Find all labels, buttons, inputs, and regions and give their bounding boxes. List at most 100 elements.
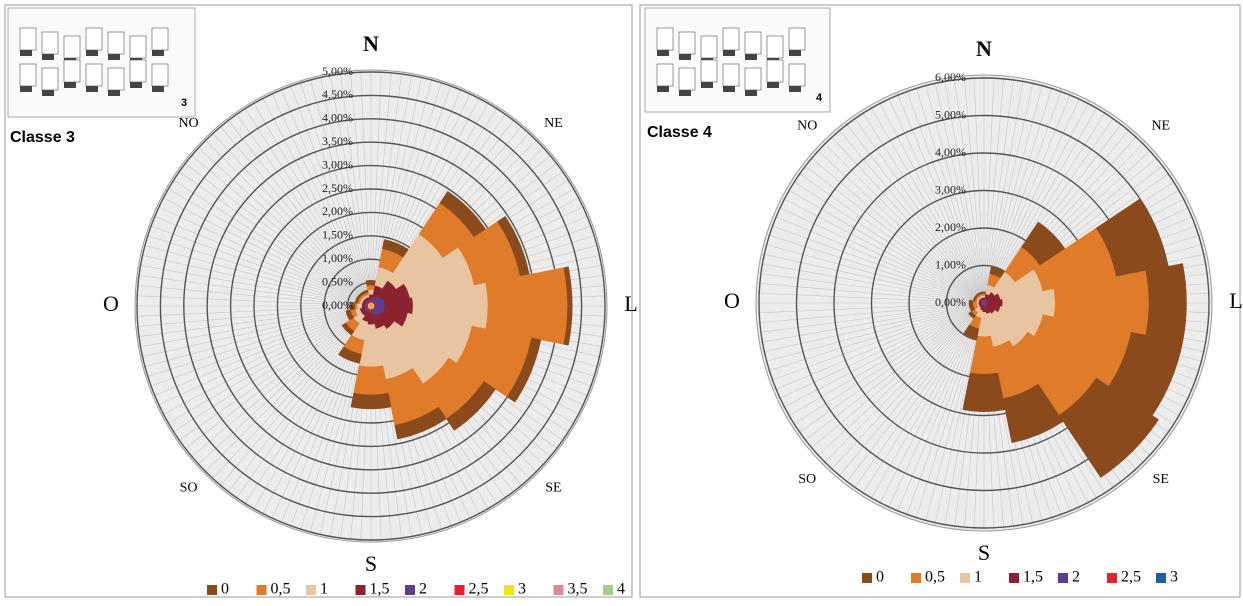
- thumbnail-shadow: [152, 50, 164, 56]
- r-tick-label: 2,00%: [322, 204, 353, 218]
- legend-label: 4: [617, 581, 625, 598]
- thumbnail-shadow: [679, 54, 691, 60]
- thumbnail-block: [701, 36, 717, 58]
- thumbnail-shadow: [42, 54, 54, 60]
- panel-title: Classe 3: [10, 129, 75, 146]
- thumbnail-block: [20, 28, 36, 50]
- legend-label: 0: [221, 581, 229, 598]
- legend-swatch: [911, 573, 921, 583]
- thumbnail-shadow: [108, 90, 120, 96]
- rose-segment: [982, 292, 986, 294]
- r-tick-label: 2,00%: [935, 220, 966, 234]
- legend-label: 2: [419, 581, 427, 598]
- thumbnail-label: 4: [816, 92, 823, 104]
- thumbnail-block: [657, 64, 673, 86]
- rose-segment: [1146, 263, 1187, 342]
- thumbnail-shadow: [64, 82, 76, 88]
- direction-label: O: [103, 291, 119, 316]
- thumbnail-block: [20, 64, 36, 86]
- r-tick-label: 0,00%: [935, 295, 966, 309]
- thumbnail-block: [152, 64, 168, 86]
- direction-label: L: [1229, 288, 1242, 313]
- thumbnail-block: [701, 60, 717, 82]
- thumbnail-block: [86, 64, 102, 86]
- rose-segment: [351, 393, 391, 409]
- r-tick-label: 1,50%: [322, 228, 353, 242]
- thumbnail-shadow: [789, 50, 801, 56]
- r-tick-label: 1,00%: [322, 251, 353, 265]
- thumbnail-block: [130, 36, 146, 58]
- direction-label: NE: [544, 116, 563, 131]
- thumbnail-block: [679, 32, 695, 54]
- thumbnail-shadow: [86, 50, 98, 56]
- thumbnail-shadow: [767, 82, 779, 88]
- thumbnail-block: [42, 32, 58, 54]
- r-tick-label: 3,50%: [322, 134, 353, 148]
- legend-label: 3,5: [568, 581, 588, 598]
- direction-label: N: [976, 36, 992, 61]
- legend-swatch: [1156, 573, 1166, 583]
- panel-title: Classe 4: [647, 124, 712, 141]
- direction-label: NE: [1151, 118, 1170, 133]
- thumbnail-label: 3: [181, 97, 187, 109]
- thumbnail: [8, 8, 195, 117]
- legend-swatch: [862, 573, 872, 583]
- legend-label: 1,5: [1023, 569, 1043, 586]
- rose-segment: [969, 300, 973, 306]
- thumbnail-block: [42, 68, 58, 90]
- legend-label: 0: [876, 569, 884, 586]
- rose-segment: [354, 366, 389, 395]
- legend-swatch: [1058, 573, 1068, 583]
- legend-label: 1: [974, 569, 982, 586]
- legend-swatch: [504, 585, 514, 595]
- thumbnail-shadow: [723, 86, 735, 92]
- thumbnail-block: [108, 68, 124, 90]
- thumbnail-shadow: [86, 86, 98, 92]
- direction-label: L: [624, 291, 637, 316]
- thumbnail-shadow: [701, 82, 713, 88]
- direction-label: SO: [798, 472, 816, 487]
- thumbnail-block: [657, 28, 673, 50]
- rose-segment: [366, 280, 376, 285]
- thumbnail-block: [64, 60, 80, 82]
- legend-swatch: [1107, 573, 1117, 583]
- legend-swatch: [257, 585, 267, 595]
- r-tick-label: 3,00%: [935, 182, 966, 196]
- thumbnail-block: [108, 32, 124, 54]
- direction-label: NO: [797, 118, 817, 133]
- thumbnail-block: [745, 68, 761, 90]
- thumbnail-block: [789, 28, 805, 50]
- direction-label: N: [363, 31, 379, 56]
- thumbnail-block: [723, 28, 739, 50]
- legend-label: 3: [1170, 569, 1178, 586]
- r-tick-label: 4,00%: [935, 145, 966, 159]
- legend-label: 0,5: [271, 581, 291, 598]
- r-tick-label: 4,50%: [322, 87, 353, 101]
- r-tick-label: 6,00%: [935, 70, 966, 84]
- legend-label: 3: [518, 581, 526, 598]
- thumbnail-block: [152, 28, 168, 50]
- thumbnail-shadow: [679, 90, 691, 96]
- direction-label: O: [724, 288, 740, 313]
- thumbnail-block: [130, 60, 146, 82]
- thumbnail-shadow: [723, 50, 735, 56]
- legend-swatch: [356, 585, 366, 595]
- direction-label: S: [978, 540, 990, 565]
- thumbnail-shadow: [42, 90, 54, 96]
- thumbnail-shadow: [745, 54, 757, 60]
- thumbnail-shadow: [789, 86, 801, 92]
- r-tick-label: 5,00%: [935, 107, 966, 121]
- r-tick-label: 0,50%: [322, 274, 353, 288]
- legend-label: 2,5: [1121, 569, 1141, 586]
- thumbnail-shadow: [657, 86, 669, 92]
- thumbnail-shadow: [20, 50, 32, 56]
- thumbnail-block: [86, 28, 102, 50]
- legend-swatch: [455, 585, 465, 595]
- direction-label: SO: [180, 481, 198, 496]
- legend-label: 0,5: [925, 569, 945, 586]
- legend-label: 2: [1072, 569, 1080, 586]
- legend-swatch: [207, 585, 217, 595]
- legend-swatch: [405, 585, 415, 595]
- thumbnail-block: [789, 64, 805, 86]
